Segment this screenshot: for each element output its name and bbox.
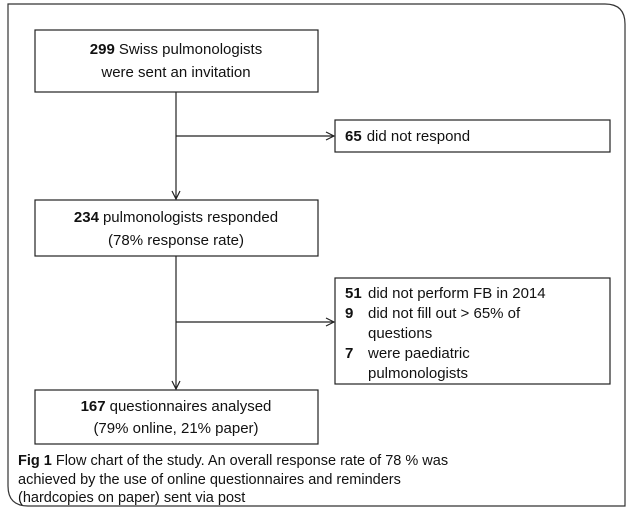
caption-line: Fig 1 Flow chart of the study. An overall… [18, 453, 448, 469]
exclusion-line: did not fill out > 65% of [368, 305, 521, 322]
step-line: (79% online, 21% paper) [93, 420, 258, 437]
step-line: Swiss pulmonologists [119, 41, 262, 58]
step-number: 234 [74, 209, 100, 226]
exclusion-line: were paediatric [367, 345, 470, 362]
exclusion-text: 65 did not respond [345, 128, 470, 145]
step-box [34, 389, 319, 445]
exclusion-number: 65 [345, 128, 362, 145]
caption-line: (hardcopies on paper) sent via post [18, 490, 245, 506]
step-line: questionnaires analysed [110, 398, 272, 415]
step-line: were sent an invitation [100, 64, 250, 81]
caption-text: Flow chart of the study. An overall resp… [56, 453, 448, 469]
step-line: pulmonologists responded [103, 209, 278, 226]
exclusion-number: 51 [345, 285, 362, 302]
figure-frame [7, 3, 626, 507]
caption-label: Fig 1 [18, 453, 52, 469]
step-box [34, 199, 319, 257]
exclusion-line: pulmonologists [368, 365, 468, 382]
exclusion-number: 7 [345, 345, 353, 362]
step-text: 299 Swiss pulmonologists [90, 41, 262, 58]
step-number: 299 [90, 41, 115, 58]
caption-line: achieved by the use of online questionna… [18, 472, 401, 488]
exclusion-line: did not respond [367, 128, 470, 145]
exclusion-line: questions [368, 325, 432, 342]
step-number: 167 [81, 398, 106, 415]
step-text: 167 questionnaires analysed [81, 398, 272, 415]
exclusion-box [334, 277, 611, 385]
step-text: 234 pulmonologists responded [74, 209, 278, 226]
exclusion-box [334, 119, 611, 153]
step-box [34, 29, 319, 93]
exclusion-number: 9 [345, 305, 353, 322]
step-line: (78% response rate) [108, 232, 244, 249]
exclusion-line: did not perform FB in 2014 [368, 285, 546, 302]
